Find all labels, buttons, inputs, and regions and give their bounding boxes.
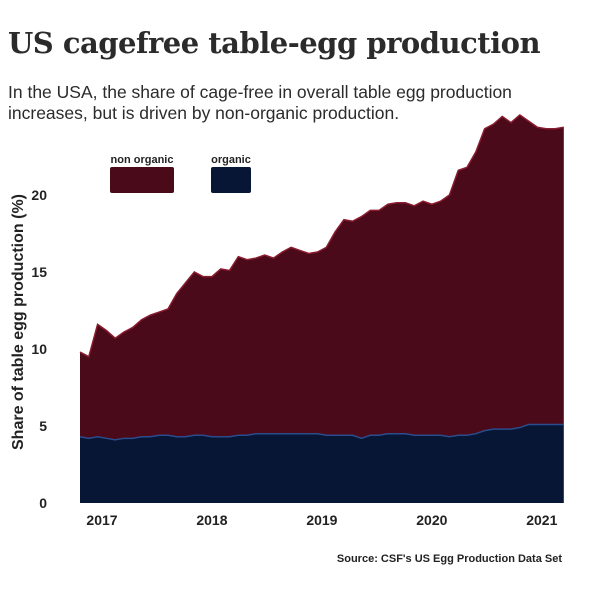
legend-swatch-organic[interactable] — [211, 167, 251, 193]
x-tick-label: 2019 — [306, 512, 337, 528]
plot-area — [79, 113, 564, 503]
legend-label-non-organic: non organic — [111, 154, 174, 166]
area-organic — [80, 424, 564, 503]
chart-subtitle: In the USA, the share of cage-free in ov… — [8, 82, 512, 123]
line-non-organic — [79, 113, 564, 358]
source-note: Source: CSF's US Egg Production Data Set — [336, 553, 562, 565]
y-axis-title: Share of table egg production (%) — [10, 194, 27, 450]
x-tick-label: 2017 — [86, 512, 117, 528]
area-non-organic — [80, 114, 564, 440]
legend: non organic organic — [110, 154, 251, 193]
x-tick-label: 2021 — [526, 512, 557, 528]
legend-swatch-non-organic[interactable] — [110, 167, 174, 193]
x-tick-label: 2020 — [416, 512, 447, 528]
y-axis: 0 5 10 15 20 — [31, 187, 47, 511]
line-organic — [79, 423, 564, 441]
x-axis: 2017 2018 2019 2020 2021 — [86, 512, 557, 528]
chart-title: US cagefree table-egg production — [8, 26, 541, 60]
x-tick-label: 2018 — [196, 512, 227, 528]
y-tick-label: 20 — [31, 187, 47, 203]
y-tick-label: 10 — [31, 341, 47, 357]
y-tick-label: 5 — [39, 418, 47, 434]
legend-label-organic: organic — [211, 154, 251, 166]
y-tick-label: 15 — [31, 264, 47, 280]
y-tick-label: 0 — [39, 495, 47, 511]
